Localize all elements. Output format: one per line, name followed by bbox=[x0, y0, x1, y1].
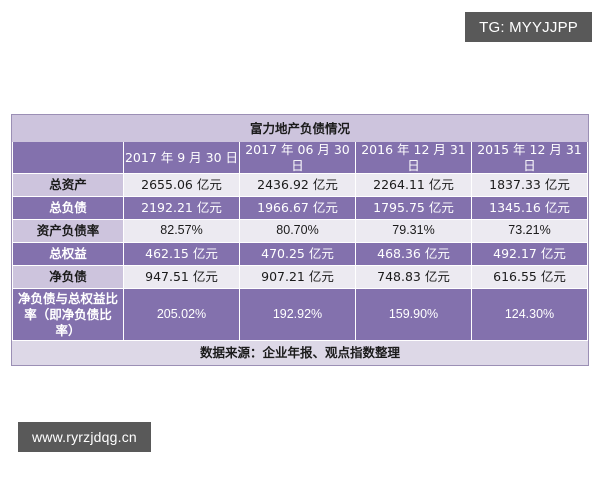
column-header-1: 2017 年 9 月 30 日 bbox=[123, 140, 240, 175]
cell-total-assets-c2: 2436.92 亿元 bbox=[239, 173, 356, 198]
cell-total-equity-c3: 468.36 亿元 bbox=[355, 242, 472, 267]
row-label-total-assets: 总资产 bbox=[12, 173, 124, 198]
watermark-bottom-left: www.ryrzjdqg.cn bbox=[18, 422, 151, 452]
cell-net-gearing-ratio-c4: 124.30% bbox=[471, 288, 588, 342]
column-header-3: 2016 年 12 月 31 日 bbox=[355, 140, 472, 175]
cell-net-debt-c2: 907.21 亿元 bbox=[239, 265, 356, 290]
row-label-net-debt: 净负债 bbox=[12, 265, 124, 290]
row-label-total-liabilities: 总负债 bbox=[12, 196, 124, 221]
cell-net-gearing-ratio-c3: 159.90% bbox=[355, 288, 472, 342]
debt-table-container: 富力地产负债情况 2017 年 9 月 30 日 2017 年 06 月 30 … bbox=[11, 114, 589, 367]
table-footer-row: 数据来源：企业年报、观点指数整理 bbox=[12, 340, 588, 366]
table-header-row: 2017 年 9 月 30 日 2017 年 06 月 30 日 2016 年 … bbox=[12, 140, 588, 175]
cell-net-gearing-ratio-c1: 205.02% bbox=[123, 288, 240, 342]
cell-net-debt-c1: 947.51 亿元 bbox=[123, 265, 240, 290]
cell-debt-ratio-c1: 82.57% bbox=[123, 219, 240, 244]
cell-total-assets-c3: 2264.11 亿元 bbox=[355, 173, 472, 198]
cell-total-liabilities-c3: 1795.75 亿元 bbox=[355, 196, 472, 221]
cell-total-equity-c1: 462.15 亿元 bbox=[123, 242, 240, 267]
cell-total-liabilities-c4: 1345.16 亿元 bbox=[471, 196, 588, 221]
row-label-debt-ratio: 资产负债率 bbox=[12, 219, 124, 244]
table-row: 总负债 2192.21 亿元 1966.67 亿元 1795.75 亿元 134… bbox=[12, 196, 588, 221]
header-corner-cell bbox=[12, 140, 124, 175]
table-row: 净负债与总权益比率（即净负债比率） 205.02% 192.92% 159.90… bbox=[12, 288, 588, 342]
cell-debt-ratio-c4: 73.21% bbox=[471, 219, 588, 244]
table-title-row: 富力地产负债情况 bbox=[12, 115, 588, 142]
cell-debt-ratio-c3: 79.31% bbox=[355, 219, 472, 244]
column-header-2: 2017 年 06 月 30 日 bbox=[239, 140, 356, 175]
table-title: 富力地产负债情况 bbox=[12, 115, 588, 142]
watermark-top-right: TG: MYYJJPP bbox=[465, 12, 592, 42]
table-row: 总权益 462.15 亿元 470.25 亿元 468.36 亿元 492.17… bbox=[12, 242, 588, 267]
debt-table: 富力地产负债情况 2017 年 9 月 30 日 2017 年 06 月 30 … bbox=[12, 115, 588, 366]
cell-total-equity-c2: 470.25 亿元 bbox=[239, 242, 356, 267]
cell-net-debt-c4: 616.55 亿元 bbox=[471, 265, 588, 290]
cell-total-equity-c4: 492.17 亿元 bbox=[471, 242, 588, 267]
column-header-4: 2015 年 12 月 31 日 bbox=[471, 140, 588, 175]
table-row: 总资产 2655.06 亿元 2436.92 亿元 2264.11 亿元 183… bbox=[12, 173, 588, 198]
row-label-total-equity: 总权益 bbox=[12, 242, 124, 267]
cell-net-gearing-ratio-c2: 192.92% bbox=[239, 288, 356, 342]
table-source-note: 数据来源：企业年报、观点指数整理 bbox=[12, 340, 588, 366]
cell-total-assets-c4: 1837.33 亿元 bbox=[471, 173, 588, 198]
cell-total-liabilities-c1: 2192.21 亿元 bbox=[123, 196, 240, 221]
cell-total-liabilities-c2: 1966.67 亿元 bbox=[239, 196, 356, 221]
table-row: 净负债 947.51 亿元 907.21 亿元 748.83 亿元 616.55… bbox=[12, 265, 588, 290]
table-row: 资产负债率 82.57% 80.70% 79.31% 73.21% bbox=[12, 219, 588, 244]
cell-net-debt-c3: 748.83 亿元 bbox=[355, 265, 472, 290]
cell-debt-ratio-c2: 80.70% bbox=[239, 219, 356, 244]
row-label-net-gearing-ratio: 净负债与总权益比率（即净负债比率） bbox=[12, 288, 124, 342]
cell-total-assets-c1: 2655.06 亿元 bbox=[123, 173, 240, 198]
